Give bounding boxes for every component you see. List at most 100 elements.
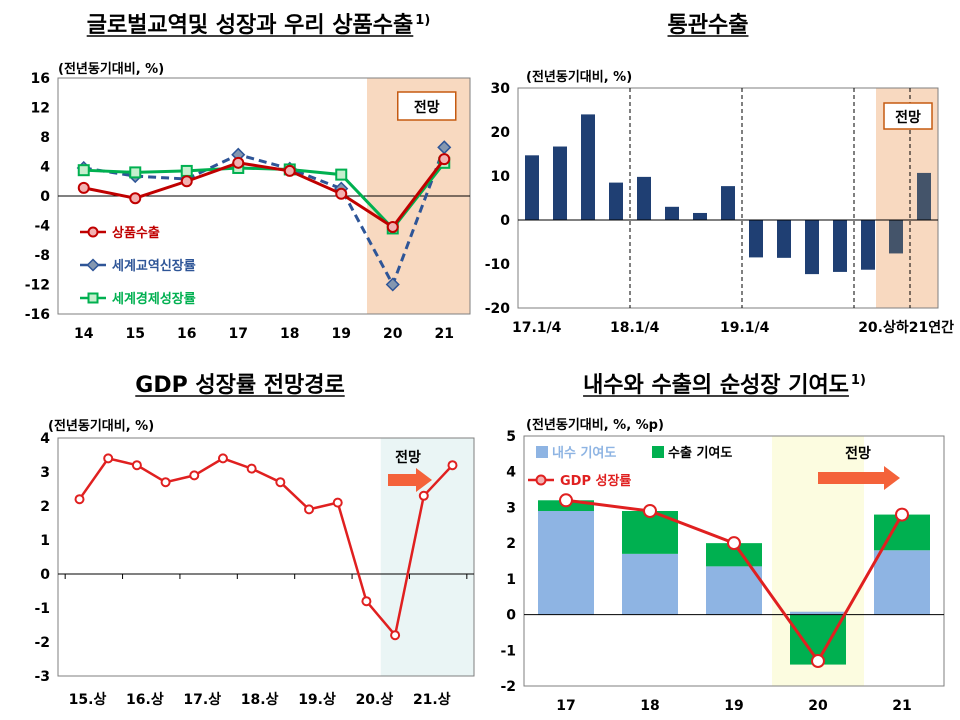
chart3-y-tick: 2 (40, 499, 50, 515)
chart3-x-tick: 17.상 (183, 692, 221, 708)
chart4-unit-label: (전년동기대비, %, %p) (526, 417, 664, 433)
chart4-domestic-bar (874, 550, 930, 615)
chart3-x-tick: 21.상 (413, 692, 451, 708)
chart2-bar (861, 220, 875, 270)
chart1-x-tick: 15 (126, 326, 145, 342)
chart4-y-tick: 5 (506, 429, 516, 445)
chart3-point (332, 497, 343, 508)
chart4-domestic-bar (706, 566, 762, 615)
chart4-y-tick: 4 (506, 465, 516, 481)
chart1-legend-2-marker (87, 292, 99, 304)
chart3-point (103, 453, 114, 464)
chart1-point-growth (129, 166, 142, 179)
chart4-legend-export-label: 수출 기여도 (668, 445, 732, 461)
chart4-gdp-point (811, 654, 825, 668)
chart4-y-tick: 0 (506, 608, 516, 624)
chart1-x-tick: 16 (177, 326, 196, 342)
chart3-title-group: GDP 성장률 전망경로 (135, 373, 345, 398)
chart2-bar (833, 220, 847, 272)
chart4-y-tick: 3 (506, 500, 516, 516)
chart3-point (189, 470, 200, 481)
chart2-bar (889, 220, 903, 254)
chart4-gdp-point (559, 493, 573, 508)
chart4-gdp-point (643, 504, 657, 518)
chart2-plot-area (517, 87, 939, 309)
chart2-x-tick: 19.1/4 (720, 320, 770, 336)
chart2-bar (553, 146, 567, 220)
chart3-x-tick: 16.상 (126, 692, 164, 708)
chart1-point-sales (335, 187, 348, 200)
chart1-x-tick: 18 (280, 326, 299, 342)
chart2-y-tick: 20 (491, 125, 511, 141)
chart4-y-tick: 1 (506, 572, 516, 588)
chart3-y-tick: -3 (34, 669, 50, 685)
chart1-y-tick: 4 (40, 160, 50, 176)
chart3-unit-label: (전년동기대비, %) (48, 418, 154, 434)
chart3-x-tick: 18.상 (241, 692, 279, 708)
chart4-y-tick: -2 (500, 679, 516, 695)
chart3-y-tick: -1 (34, 601, 50, 617)
chart3-point (160, 477, 171, 488)
chart3-point (390, 630, 401, 641)
chart1-point-sales (77, 181, 90, 194)
chart4-x-tick: 17 (556, 698, 575, 714)
chart4-gdp-point (895, 507, 909, 522)
chart1-forecast-label: 전망 (414, 99, 440, 116)
chart2-y-tick: 0 (500, 213, 510, 229)
chart3-point (447, 460, 458, 471)
chart2-x-tick: 18.1/4 (610, 320, 660, 336)
chart2-y-tick: 10 (491, 169, 511, 185)
chart1-legend-0-marker (87, 226, 99, 238)
chart1-x-tick: 19 (332, 326, 351, 342)
chart2-y-tick: -20 (485, 301, 511, 317)
chart1-y-tick: -8 (34, 248, 50, 264)
chart3-point (304, 504, 315, 515)
chart1-point-growth (335, 168, 348, 181)
chart1-forecast-box (397, 91, 457, 121)
chart4-legend-export-swatch (652, 446, 664, 458)
chart2-bar (665, 206, 679, 220)
chart3-y-tick: 1 (40, 533, 50, 549)
chart2-unit-label: (전년동기대비, %) (526, 69, 632, 85)
chart4-domestic-bar (622, 553, 678, 615)
chart2-bar (637, 176, 651, 220)
chart4-title-group: 내수와 수출의 순성장 기여도 1) (583, 373, 866, 398)
chart2-title-group: 통관수출 (667, 13, 749, 38)
chart1-y-tick: -12 (25, 278, 50, 294)
chart3-y-tick: 0 (40, 567, 50, 583)
chart2-bar (749, 220, 763, 258)
chart1-legend-0-label: 상품수출 (112, 225, 160, 241)
chart1-point-growth (77, 164, 90, 177)
chart1-x-tick: 21 (435, 326, 454, 342)
chart4-gdp-point (727, 536, 741, 551)
chart2-bar (917, 172, 931, 220)
chart4-legend-domestic-label: 내수 기여도 (552, 445, 616, 461)
chart4-legend-gdp-marker (535, 474, 547, 486)
chart1-y-tick: -4 (34, 219, 50, 235)
chart2-bar (581, 114, 595, 220)
chart1-legend-1-marker (86, 258, 100, 272)
chart1-point-sales (438, 153, 451, 166)
chart3-x-tick: 15.상 (69, 692, 107, 708)
chart1-y-tick: 16 (31, 71, 50, 87)
chart4-x-tick: 19 (724, 698, 743, 714)
chart3-forecast-label: 전망 (395, 449, 421, 466)
chart2-x-tick: 20.상하21연간 (858, 319, 954, 336)
chart1-legend-2-label: 세계경제성장률 (112, 291, 196, 307)
chart2-bar (525, 155, 539, 220)
chart1-point-sales (180, 175, 193, 188)
chart2-bar (693, 212, 707, 220)
chart3-forecast-band (380, 438, 474, 676)
chart2-x-tick: 17.1/4 (512, 320, 562, 336)
chart2-title: 통관수출 (668, 13, 749, 38)
chart1-y-tick: 8 (40, 130, 50, 146)
chart3-y-tick: 3 (40, 465, 50, 481)
chart2-bar (609, 182, 623, 220)
chart4-forecast-label: 전망 (845, 445, 871, 462)
chart2-forecast-box (883, 102, 933, 130)
chart3-x-tick: 19.상 (298, 692, 336, 708)
chart2-y-tick: 30 (491, 81, 511, 97)
chart1-x-tick: 20 (383, 326, 403, 342)
chart4-legend-domestic-swatch (536, 446, 548, 458)
